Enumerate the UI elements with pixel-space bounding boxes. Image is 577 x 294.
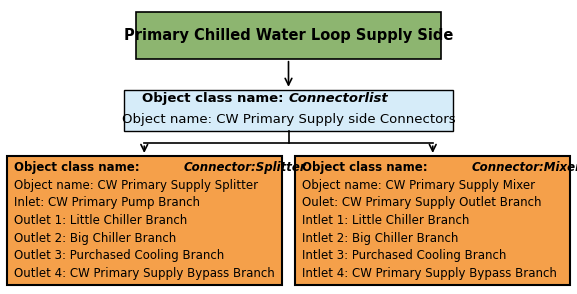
Text: Primary Chilled Water Loop Supply Side: Primary Chilled Water Loop Supply Side xyxy=(124,28,453,43)
Text: Connector:Mixer: Connector:Mixer xyxy=(472,161,577,174)
Text: Oulet: CW Primary Supply Outlet Branch: Oulet: CW Primary Supply Outlet Branch xyxy=(302,196,542,209)
Text: Outlet 2: Big Chiller Branch: Outlet 2: Big Chiller Branch xyxy=(14,232,176,245)
FancyBboxPatch shape xyxy=(295,156,570,285)
Text: Object name: CW Primary Supply Mixer: Object name: CW Primary Supply Mixer xyxy=(302,178,535,192)
Text: Intlet 3: Purchased Cooling Branch: Intlet 3: Purchased Cooling Branch xyxy=(302,249,507,263)
Text: Connector:Splitter: Connector:Splitter xyxy=(183,161,306,174)
Text: Outlet 3: Purchased Cooling Branch: Outlet 3: Purchased Cooling Branch xyxy=(14,249,224,263)
Text: Object class name:: Object class name: xyxy=(14,161,144,174)
Text: Object class name:: Object class name: xyxy=(302,161,432,174)
Text: Object name: CW Primary Supply Splitter: Object name: CW Primary Supply Splitter xyxy=(14,178,258,192)
Text: Intlet 2: Big Chiller Branch: Intlet 2: Big Chiller Branch xyxy=(302,232,459,245)
Text: Object name: CW Primary Supply side Connectors: Object name: CW Primary Supply side Conn… xyxy=(122,113,455,126)
Text: Intlet 1: Little Chiller Branch: Intlet 1: Little Chiller Branch xyxy=(302,214,470,227)
FancyBboxPatch shape xyxy=(124,90,453,131)
Text: Intlet 4: CW Primary Supply Bypass Branch: Intlet 4: CW Primary Supply Bypass Branc… xyxy=(302,267,557,280)
Text: Inlet: CW Primary Pump Branch: Inlet: CW Primary Pump Branch xyxy=(14,196,200,209)
Text: Outlet 4: CW Primary Supply Bypass Branch: Outlet 4: CW Primary Supply Bypass Branc… xyxy=(14,267,275,280)
FancyBboxPatch shape xyxy=(7,156,282,285)
FancyBboxPatch shape xyxy=(136,12,441,59)
Text: Object class name:: Object class name: xyxy=(143,92,288,105)
Text: Outlet 1: Little Chiller Branch: Outlet 1: Little Chiller Branch xyxy=(14,214,187,227)
Text: Connectorlist: Connectorlist xyxy=(288,92,388,105)
